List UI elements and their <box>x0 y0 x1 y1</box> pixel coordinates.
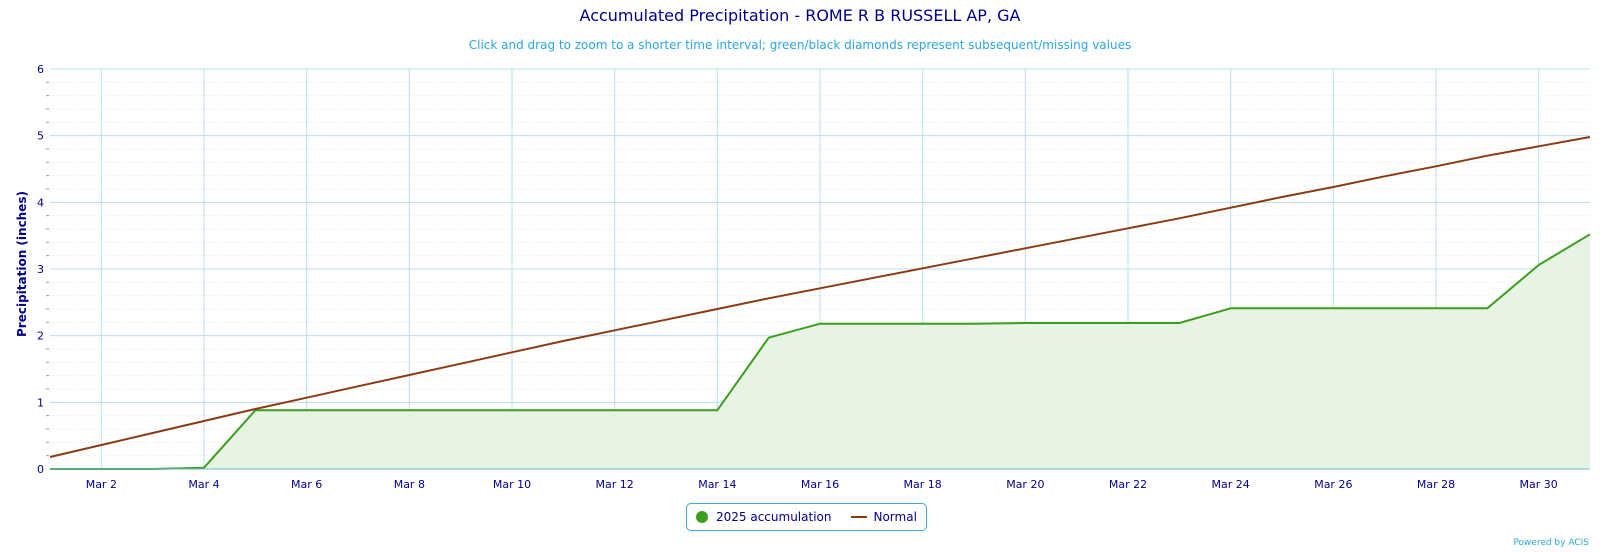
x-tick-label: Mar 8 <box>394 478 425 491</box>
y-tick-label: 1 <box>37 396 44 409</box>
x-tick-label: Mar 22 <box>1109 478 1147 491</box>
normal-line <box>49 136 1591 458</box>
green-circle-icon <box>696 511 708 523</box>
accumulation-line <box>50 233 1591 470</box>
y-tick-label: 5 <box>37 130 44 143</box>
legend-label-normal: Normal <box>873 510 917 524</box>
x-tick-label: Mar 6 <box>291 478 322 491</box>
x-tick-label: Mar 14 <box>698 478 736 491</box>
y-tick-label: 3 <box>37 263 44 276</box>
x-tick-label: Mar 10 <box>493 478 531 491</box>
axes: 0 1 2 3 4 5 6 Mar 2 Mar 4 Mar 6 Mar 8 Mar 10 Mar 12 M… <box>37 63 1590 491</box>
x-tick-label: Mar 18 <box>904 478 942 491</box>
series-layer <box>49 136 1591 470</box>
legend-item-accumulation[interactable]: 2025 accumulation <box>696 510 831 524</box>
y-tick-label: 0 <box>37 463 44 476</box>
y-tick-label: 6 <box>37 63 44 76</box>
x-tick-label: Mar 16 <box>801 478 839 491</box>
credits-link[interactable]: Powered by ACIS <box>1513 538 1589 548</box>
legend-label-accumulation: 2025 accumulation <box>716 510 832 524</box>
y-axis-label: Precipitation (inches) <box>15 191 29 337</box>
brown-line-icon <box>851 516 868 518</box>
y-tick-label: 4 <box>37 196 44 209</box>
x-tick-label: Mar 20 <box>1006 478 1044 491</box>
x-tick-label: Mar 4 <box>188 478 219 491</box>
y-tick-label: 2 <box>37 330 44 343</box>
x-tick-label: Mar 30 <box>1520 478 1558 491</box>
x-tick-label: Mar 2 <box>86 478 117 491</box>
chart-subtitle: Click and drag to zoom to a shorter time… <box>468 38 1132 52</box>
minor-gridlines <box>46 81 1590 457</box>
x-tick-label: Mar 26 <box>1314 478 1352 491</box>
x-tick-label: Mar 28 <box>1417 478 1455 491</box>
x-tick-label: Mar 24 <box>1212 478 1250 491</box>
chart-legend: 2025 accumulation Normal <box>686 503 927 531</box>
x-tick-label: Mar 12 <box>596 478 634 491</box>
precipitation-chart[interactable]: 0 1 2 3 4 5 6 Mar 2 Mar 4 Mar 6 Mar 8 Mar 10 Mar 12 M… <box>0 0 1600 500</box>
chart-title: Accumulated Precipitation - ROME R B RUS… <box>579 6 1021 25</box>
legend-item-normal[interactable]: Normal <box>851 510 917 524</box>
